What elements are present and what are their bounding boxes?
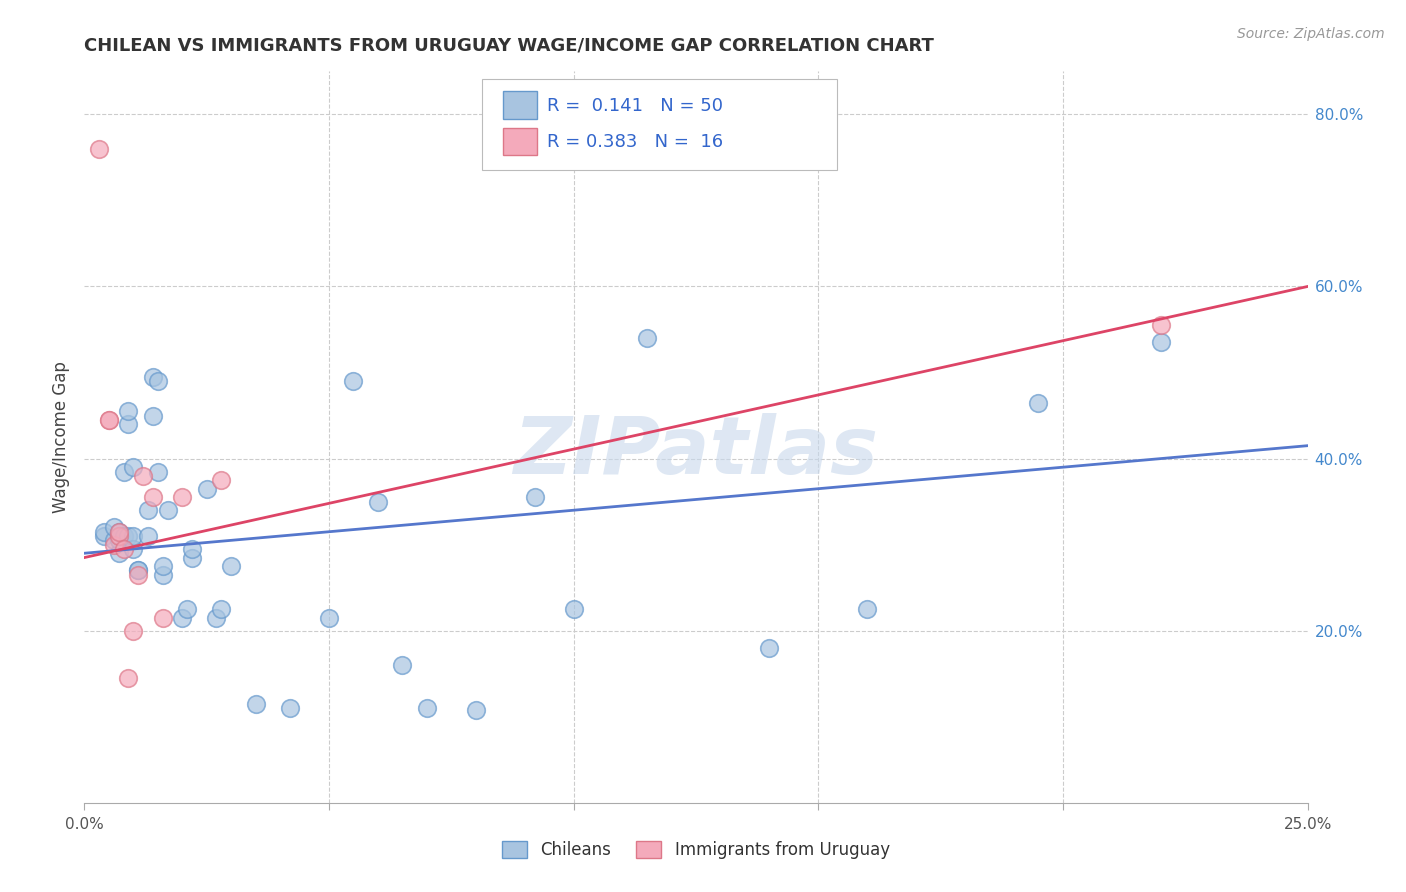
- Point: [112, 529, 135, 543]
- Point: [103, 520, 125, 534]
- Point: [209, 602, 232, 616]
- Point: [146, 465, 169, 479]
- Point: [112, 465, 135, 479]
- Point: [136, 529, 159, 543]
- Point: [127, 564, 149, 578]
- Legend: Chileans, Immigrants from Uruguay: Chileans, Immigrants from Uruguay: [494, 833, 898, 868]
- Point: [127, 567, 149, 582]
- Point: [636, 331, 658, 345]
- Point: [103, 538, 125, 552]
- Text: R = 0.383   N =  16: R = 0.383 N = 16: [547, 133, 723, 152]
- FancyBboxPatch shape: [503, 91, 537, 119]
- Point: [107, 529, 129, 543]
- Point: [142, 491, 165, 505]
- Point: [122, 529, 145, 543]
- Text: Source: ZipAtlas.com: Source: ZipAtlas.com: [1237, 27, 1385, 41]
- Text: R =  0.141   N = 50: R = 0.141 N = 50: [547, 96, 723, 115]
- Point: [1150, 318, 1173, 333]
- Point: [152, 559, 174, 574]
- Point: [205, 611, 228, 625]
- Point: [195, 482, 218, 496]
- Point: [117, 671, 139, 685]
- Point: [122, 541, 145, 556]
- Point: [318, 611, 340, 625]
- Point: [107, 546, 129, 560]
- Point: [278, 701, 301, 715]
- Point: [97, 413, 120, 427]
- Point: [93, 524, 115, 539]
- Point: [391, 658, 413, 673]
- FancyBboxPatch shape: [503, 128, 537, 155]
- Point: [107, 524, 129, 539]
- Point: [1028, 395, 1050, 409]
- Point: [342, 374, 364, 388]
- Point: [142, 369, 165, 384]
- Point: [176, 602, 198, 616]
- Point: [245, 697, 267, 711]
- Point: [112, 541, 135, 556]
- Point: [93, 529, 115, 543]
- Point: [117, 529, 139, 543]
- Point: [117, 404, 139, 418]
- Point: [107, 524, 129, 539]
- Point: [181, 541, 204, 556]
- Point: [172, 491, 194, 505]
- Point: [103, 533, 125, 548]
- Point: [758, 640, 780, 655]
- Point: [107, 529, 129, 543]
- Point: [142, 409, 165, 423]
- Point: [181, 550, 204, 565]
- Point: [416, 701, 439, 715]
- Point: [219, 559, 242, 574]
- Text: CHILEAN VS IMMIGRANTS FROM URUGUAY WAGE/INCOME GAP CORRELATION CHART: CHILEAN VS IMMIGRANTS FROM URUGUAY WAGE/…: [84, 37, 934, 54]
- Point: [1150, 335, 1173, 350]
- Y-axis label: Wage/Income Gap: Wage/Income Gap: [52, 361, 70, 513]
- Point: [172, 611, 194, 625]
- Point: [856, 602, 879, 616]
- Point: [146, 374, 169, 388]
- Point: [97, 413, 120, 427]
- Point: [562, 602, 585, 616]
- Point: [156, 503, 179, 517]
- Point: [464, 703, 486, 717]
- Point: [209, 473, 232, 487]
- Point: [87, 142, 110, 156]
- Point: [152, 611, 174, 625]
- Point: [367, 494, 389, 508]
- Point: [132, 468, 155, 483]
- Point: [122, 624, 145, 638]
- Point: [152, 567, 174, 582]
- Text: ZIPatlas: ZIPatlas: [513, 413, 879, 491]
- Point: [107, 533, 129, 548]
- Point: [136, 503, 159, 517]
- Point: [127, 564, 149, 578]
- Point: [117, 417, 139, 432]
- Point: [122, 460, 145, 475]
- FancyBboxPatch shape: [482, 78, 837, 170]
- Point: [523, 491, 546, 505]
